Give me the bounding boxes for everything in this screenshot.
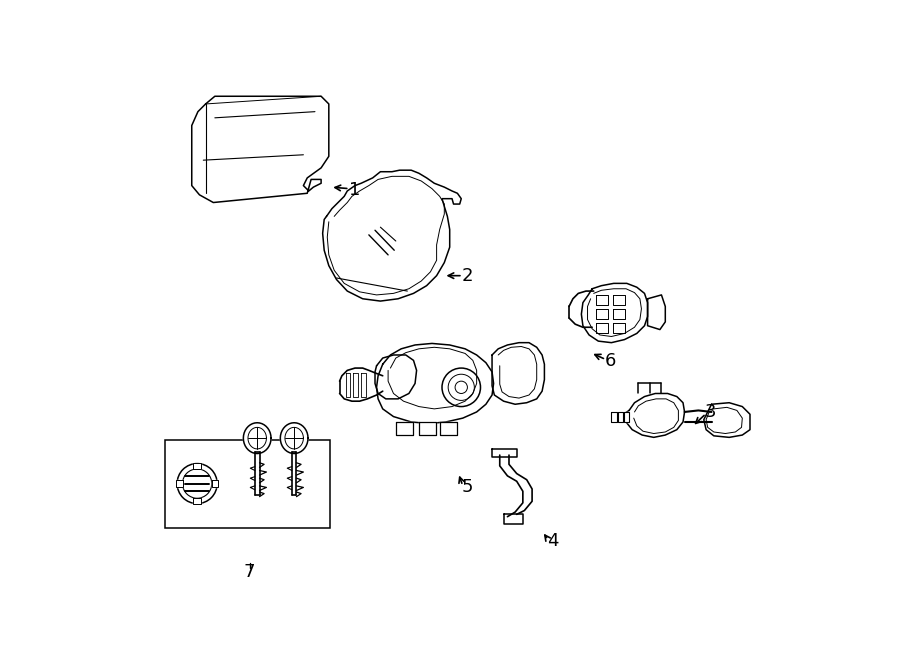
Polygon shape (704, 403, 750, 438)
Polygon shape (346, 373, 350, 397)
Polygon shape (194, 498, 201, 504)
Polygon shape (581, 284, 648, 342)
Polygon shape (361, 373, 365, 397)
Polygon shape (613, 323, 626, 332)
Polygon shape (504, 514, 523, 524)
Polygon shape (418, 422, 436, 435)
Polygon shape (396, 422, 413, 435)
Polygon shape (375, 355, 417, 399)
Polygon shape (176, 480, 183, 487)
Text: 1: 1 (348, 181, 360, 199)
Polygon shape (440, 422, 456, 435)
Polygon shape (212, 480, 218, 487)
Text: 2: 2 (462, 266, 473, 285)
Bar (165, 440, 330, 528)
Polygon shape (648, 295, 665, 330)
Circle shape (177, 463, 217, 504)
Text: 7: 7 (244, 563, 256, 581)
Polygon shape (492, 449, 517, 457)
Polygon shape (617, 412, 623, 422)
Polygon shape (243, 423, 271, 453)
Polygon shape (194, 463, 201, 469)
Polygon shape (354, 373, 358, 397)
Text: 4: 4 (547, 532, 559, 551)
Polygon shape (596, 309, 608, 319)
Polygon shape (596, 295, 608, 305)
Polygon shape (280, 423, 308, 453)
Text: 5: 5 (462, 479, 473, 496)
Polygon shape (611, 412, 616, 422)
Text: 6: 6 (605, 352, 617, 370)
Polygon shape (596, 323, 608, 332)
Polygon shape (613, 309, 626, 319)
Polygon shape (624, 412, 629, 422)
Polygon shape (376, 344, 493, 424)
Polygon shape (192, 97, 328, 202)
Polygon shape (613, 295, 626, 305)
Polygon shape (322, 170, 461, 301)
Circle shape (442, 368, 481, 407)
Polygon shape (625, 393, 685, 438)
Polygon shape (492, 342, 544, 405)
Text: 3: 3 (705, 403, 716, 421)
